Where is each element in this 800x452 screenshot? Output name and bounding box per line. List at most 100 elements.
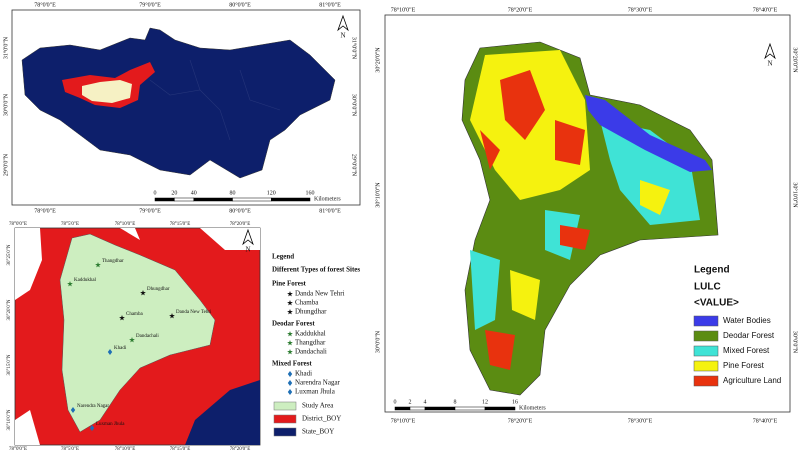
- label: 30°10'0"N: [374, 182, 381, 208]
- label: Narendra Nagar: [77, 404, 109, 409]
- label: 78°15'0"E: [170, 222, 191, 227]
- scale-segment: [271, 197, 311, 202]
- label: Different Types of forest Sites: [272, 266, 360, 274]
- label: 78°10'0"E: [391, 417, 416, 424]
- label: 20: [171, 190, 177, 196]
- legend-swatch: [693, 315, 719, 327]
- legend-swatch: [273, 427, 297, 437]
- mixed-patch: [470, 120, 700, 330]
- site-marker: [119, 315, 125, 321]
- scale-segment: [154, 197, 175, 202]
- label: 16: [512, 399, 518, 405]
- label: 78°10'0"E: [391, 6, 416, 13]
- label: Legend: [694, 265, 730, 276]
- label: N: [340, 32, 345, 40]
- label: State_BOY: [302, 428, 334, 436]
- agriculture-patch: [485, 225, 590, 370]
- label: 120: [267, 190, 276, 196]
- label: 30°0'0"N: [374, 330, 381, 353]
- state-area: [185, 380, 260, 445]
- label: Deodar Forest: [272, 320, 315, 328]
- label: Kaddukhal: [295, 330, 326, 338]
- label: 78°0'0"E: [34, 1, 56, 8]
- label: Luxman Jhula: [96, 422, 125, 427]
- label: 81°0'0"E: [319, 207, 341, 214]
- label: N: [767, 60, 772, 68]
- label: 78°5'0"E: [61, 222, 79, 227]
- label: 78°30'0"E: [628, 417, 653, 424]
- label: 160: [306, 190, 315, 196]
- label: 78°30'0"E: [628, 6, 653, 13]
- site-marker: [287, 349, 293, 355]
- label: 30°20'0"N: [7, 299, 12, 320]
- label: 78°40'0"E: [753, 6, 778, 13]
- site-marker: [95, 262, 101, 268]
- legend-swatch: [693, 330, 719, 342]
- north-arrow: [337, 14, 349, 32]
- label: 30°10'0"N: [792, 182, 799, 208]
- legend-swatch: [273, 414, 297, 424]
- label: 30°15'0"N: [7, 354, 12, 375]
- label: 78°40'0"E: [753, 417, 778, 424]
- label: 30°0'0"N: [2, 93, 9, 116]
- label: 2: [409, 399, 412, 405]
- outside-area: [200, 228, 260, 250]
- site-map: [14, 227, 261, 446]
- label: Dhungdhar: [295, 308, 327, 316]
- label: Thangdhar: [102, 259, 124, 264]
- label: 30°0'0"N: [792, 331, 799, 354]
- label: 40: [191, 190, 197, 196]
- label: Kaddukhal: [74, 278, 97, 283]
- label: Kilometers: [314, 196, 341, 202]
- label: N: [245, 246, 250, 254]
- site-marker: [287, 340, 293, 346]
- label: 78°20'0"E: [508, 6, 533, 13]
- location-map: [11, 9, 361, 206]
- label: Luxman Jhula: [295, 388, 336, 396]
- label: LULC: [694, 282, 721, 293]
- scale-segment: [174, 197, 194, 202]
- label: 80°0'0"E: [229, 207, 251, 214]
- label: Khadi: [295, 370, 312, 378]
- scale-segment: [484, 406, 516, 411]
- label: 80: [230, 190, 236, 196]
- legend-swatch: [693, 345, 719, 357]
- label: 79°0'0"E: [139, 1, 161, 8]
- label: 78°0'0"E: [34, 207, 56, 214]
- label: 31°0'0"N: [351, 37, 358, 60]
- district-lines: [149, 59, 281, 141]
- label: District_BOY: [302, 415, 341, 423]
- site-marker: [287, 380, 293, 386]
- label: 29°0'0"N: [2, 153, 9, 176]
- legend-swatch: [693, 360, 719, 372]
- label: Pine Forest: [272, 280, 307, 288]
- label: <VALUE>: [694, 298, 739, 309]
- label: Dandachali: [136, 334, 159, 339]
- outside-area: [120, 228, 140, 240]
- label: Danda New Tehri: [176, 310, 212, 315]
- label: 78°5'0"E: [61, 447, 79, 452]
- label: 30°20'0"N: [792, 47, 799, 73]
- label: Chamba: [126, 312, 143, 317]
- site-marker: [129, 337, 135, 343]
- label: 30°0'0"N: [351, 94, 358, 117]
- scale-segment: [193, 197, 233, 202]
- label: 30°20'0"N: [374, 47, 381, 73]
- site-marker: [70, 407, 76, 413]
- label: Study Area: [302, 402, 334, 410]
- scale-segment: [394, 406, 411, 411]
- label: Agriculture Land: [723, 376, 781, 385]
- state-boundary: [21, 27, 336, 179]
- north-arrow: [242, 228, 254, 246]
- label: Mixed Forest: [272, 360, 312, 368]
- label: 31°0'0"N: [2, 36, 9, 59]
- label: Dandachali: [295, 348, 327, 356]
- label: 0: [154, 190, 157, 196]
- agriculture-patch: [480, 70, 585, 170]
- label: Mixed Forest: [723, 346, 770, 355]
- site-marker: [67, 281, 73, 287]
- scale-segment: [232, 197, 272, 202]
- site-marker: [287, 371, 293, 377]
